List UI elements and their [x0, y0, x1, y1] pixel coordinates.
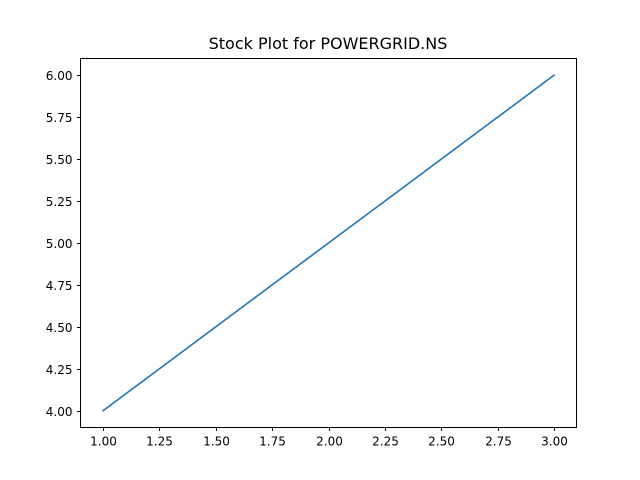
y-tick-label: 4.50	[46, 321, 73, 335]
x-tick-label: 1.00	[90, 435, 117, 449]
y-tick-label: 5.75	[46, 111, 73, 125]
y-tick-label: 4.75	[46, 279, 73, 293]
y-axis-ticks: 4.00 4.25 4.50 4.75 5.00 5.25 5.50 5.75 6.00	[46, 69, 81, 419]
y-tick-label: 5.50	[46, 153, 73, 167]
series-lines	[101, 74, 556, 412]
chart-title: Stock Plot for POWERGRID.NS	[209, 34, 448, 53]
x-tick-label: 1.25	[146, 435, 173, 449]
axes-frame	[80, 58, 577, 428]
x-tick-label: 2.75	[485, 435, 512, 449]
y-tick-label: 6.00	[46, 69, 73, 83]
y-tick-label: 5.00	[46, 237, 73, 251]
x-tick-label: 2.25	[372, 435, 399, 449]
x-tick-label: 1.75	[259, 435, 286, 449]
x-axis-ticks: 1.00 1.25 1.50 1.75 2.00 2.25 2.50 2.75 3.00	[90, 427, 568, 449]
x-tick-label: 2.50	[428, 435, 455, 449]
y-tick-label: 4.25	[46, 363, 73, 377]
x-tick-label: 3.00	[541, 435, 568, 449]
x-tick-label: 2.00	[316, 435, 343, 449]
y-tick-label: 4.00	[46, 405, 73, 419]
series-line	[101, 74, 556, 412]
y-tick-label: 5.25	[46, 195, 73, 209]
x-tick-label: 1.50	[203, 435, 230, 449]
